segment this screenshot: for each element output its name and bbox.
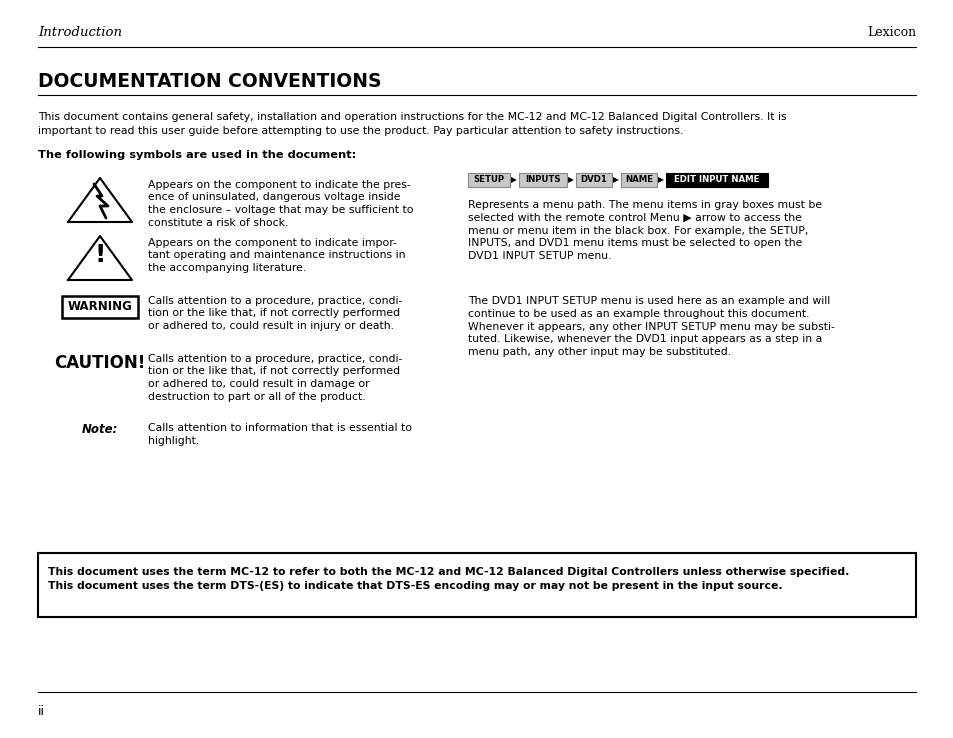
FancyBboxPatch shape: [518, 173, 566, 187]
Text: Note:: Note:: [82, 423, 118, 436]
Text: DOCUMENTATION CONVENTIONS: DOCUMENTATION CONVENTIONS: [38, 72, 381, 91]
Text: Lexicon: Lexicon: [866, 27, 915, 40]
Text: tion or the like that, if not correctly performed: tion or the like that, if not correctly …: [148, 308, 399, 319]
Text: Calls attention to a procedure, practice, condi-: Calls attention to a procedure, practice…: [148, 296, 402, 306]
Text: tant operating and maintenance instructions in: tant operating and maintenance instructi…: [148, 250, 405, 261]
Text: ▶: ▶: [567, 176, 574, 184]
Text: !: !: [94, 243, 106, 267]
Text: Appears on the component to indicate the pres-: Appears on the component to indicate the…: [148, 180, 411, 190]
Text: This document uses the term MC-12 to refer to both the MC-12 and MC-12 Balanced : This document uses the term MC-12 to ref…: [48, 567, 848, 577]
Text: menu or menu item in the black box. For example, the SETUP,: menu or menu item in the black box. For …: [468, 226, 807, 235]
Text: selected with the remote control Menu ▶ arrow to access the: selected with the remote control Menu ▶ …: [468, 213, 801, 223]
Text: WARNING: WARNING: [68, 300, 132, 314]
Text: INPUTS: INPUTS: [525, 176, 560, 184]
Text: The DVD1 INPUT SETUP menu is used here as an example and will: The DVD1 INPUT SETUP menu is used here a…: [468, 296, 829, 306]
Text: Introduction: Introduction: [38, 27, 122, 40]
Text: DVD1: DVD1: [580, 176, 607, 184]
Text: destruction to part or all of the product.: destruction to part or all of the produc…: [148, 391, 365, 401]
FancyBboxPatch shape: [665, 173, 767, 187]
FancyBboxPatch shape: [38, 553, 915, 617]
Text: menu path, any other input may be substituted.: menu path, any other input may be substi…: [468, 347, 730, 357]
FancyBboxPatch shape: [576, 173, 612, 187]
Text: ▶: ▶: [613, 176, 618, 184]
Text: This document contains general safety, installation and operation instructions f: This document contains general safety, i…: [38, 112, 786, 122]
Text: the enclosure – voltage that may be sufficient to: the enclosure – voltage that may be suff…: [148, 205, 413, 215]
Text: ii: ii: [38, 705, 45, 718]
Text: Appears on the component to indicate impor-: Appears on the component to indicate imp…: [148, 238, 396, 248]
FancyBboxPatch shape: [62, 296, 138, 318]
Text: The following symbols are used in the document:: The following symbols are used in the do…: [38, 150, 355, 160]
Text: or adhered to, could result in injury or death.: or adhered to, could result in injury or…: [148, 321, 394, 331]
Text: highlight.: highlight.: [148, 435, 199, 446]
Text: tuted. Likewise, whenever the DVD1 input appears as a step in a: tuted. Likewise, whenever the DVD1 input…: [468, 334, 821, 345]
Text: INPUTS, and DVD1 menu items must be selected to open the: INPUTS, and DVD1 menu items must be sele…: [468, 238, 801, 249]
Text: or adhered to, could result in damage or: or adhered to, could result in damage or: [148, 379, 369, 389]
Text: important to read this user guide before attempting to use the product. Pay part: important to read this user guide before…: [38, 126, 682, 136]
Text: Calls attention to a procedure, practice, condi-: Calls attention to a procedure, practice…: [148, 354, 402, 364]
Text: CAUTION!: CAUTION!: [54, 354, 146, 372]
Text: constitute a risk of shock.: constitute a risk of shock.: [148, 218, 288, 227]
Text: tion or the like that, if not correctly performed: tion or the like that, if not correctly …: [148, 367, 399, 376]
Text: continue to be used as an example throughout this document.: continue to be used as an example throug…: [468, 308, 809, 319]
Text: Whenever it appears, any other INPUT SETUP menu may be substi-: Whenever it appears, any other INPUT SET…: [468, 322, 834, 331]
Text: Calls attention to information that is essential to: Calls attention to information that is e…: [148, 423, 412, 433]
Text: the accompanying literature.: the accompanying literature.: [148, 263, 306, 273]
Text: SETUP: SETUP: [473, 176, 504, 184]
Text: ence of uninsulated, dangerous voltage inside: ence of uninsulated, dangerous voltage i…: [148, 193, 400, 202]
Text: Represents a menu path. The menu items in gray boxes must be: Represents a menu path. The menu items i…: [468, 200, 821, 210]
Text: EDIT INPUT NAME: EDIT INPUT NAME: [674, 176, 759, 184]
Text: ▶: ▶: [511, 176, 517, 184]
FancyBboxPatch shape: [620, 173, 657, 187]
Text: This document uses the term DTS-(ES) to indicate that DTS-ES encoding may or may: This document uses the term DTS-(ES) to …: [48, 581, 781, 591]
Text: ▶: ▶: [658, 176, 663, 184]
Text: DVD1 INPUT SETUP menu.: DVD1 INPUT SETUP menu.: [468, 251, 611, 261]
FancyBboxPatch shape: [468, 173, 510, 187]
Text: NAME: NAME: [624, 176, 652, 184]
